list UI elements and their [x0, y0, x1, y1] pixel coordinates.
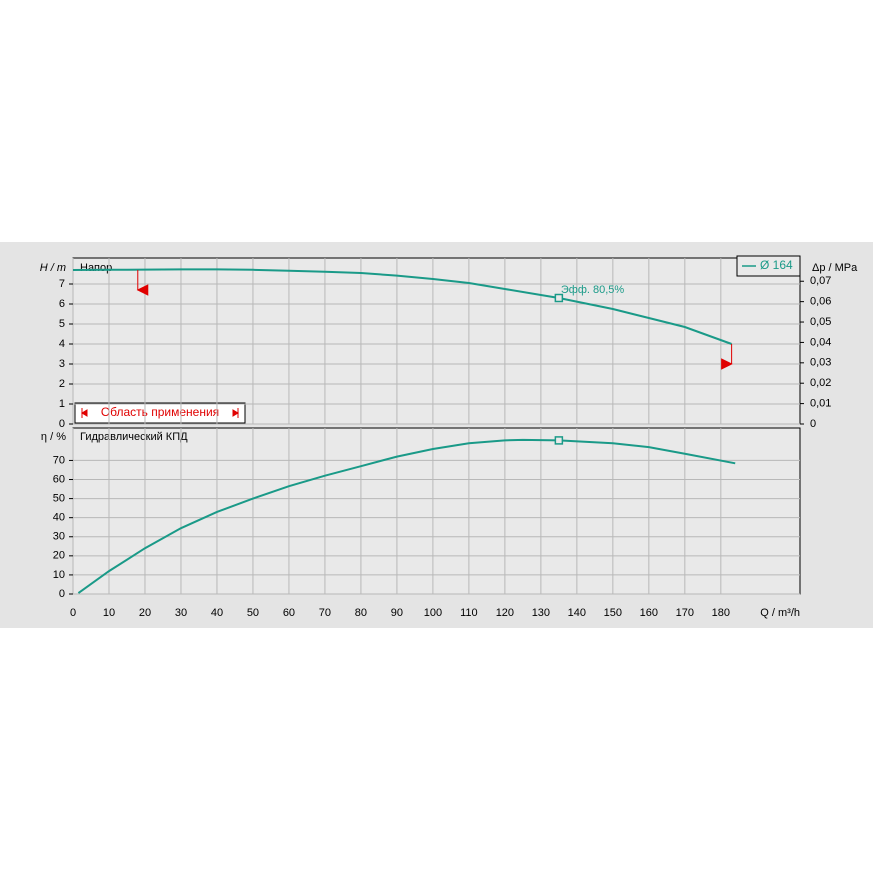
range-box [74, 402, 246, 424]
x-tick-label: 0 [70, 607, 76, 619]
lower-title: Гидравлический КПД [80, 431, 188, 443]
y-tick-label: 2 [59, 378, 65, 390]
operating-point [554, 293, 564, 303]
legend-label: Ø 164 [760, 258, 793, 272]
x-tick-label: 120 [496, 607, 514, 619]
curve [77, 438, 736, 594]
y-tick-label: 30 [53, 531, 65, 543]
y2-tick-label: 0,01 [810, 398, 831, 410]
upper-title: Напор [80, 262, 112, 274]
x-tick-label: 130 [532, 607, 550, 619]
lower-panel [72, 427, 801, 595]
upper-panel [72, 257, 801, 425]
y2-axis-label: Δp / MPa [812, 262, 858, 274]
x-tick-label: 40 [211, 607, 223, 619]
y-tick-label: 7 [59, 278, 65, 290]
x-tick-label: 180 [712, 607, 730, 619]
x-tick-label: 90 [391, 607, 403, 619]
y-tick-label: 10 [53, 569, 65, 581]
y-tick-label: 6 [59, 298, 65, 310]
operating-point-label: Эфф. 80,5% [561, 284, 625, 296]
range-limit [721, 344, 733, 370]
y-tick-label: 0 [59, 418, 65, 430]
y2-tick-label: 0 [810, 418, 816, 430]
range-label: Область применения [101, 405, 219, 419]
y-tick-label: 5 [59, 318, 65, 330]
x-tick-label: 60 [283, 607, 295, 619]
x-tick-label: 20 [139, 607, 151, 619]
range-limit [136, 270, 149, 296]
y-tick-label: 40 [53, 512, 65, 524]
y2-tick-label: 0,04 [810, 336, 831, 348]
y2-tick-label: 0,02 [810, 377, 831, 389]
y-tick-label: 50 [53, 493, 65, 505]
y-tick-label: 1 [59, 398, 65, 410]
y2-tick-label: 0,03 [810, 357, 831, 369]
x-tick-label: 30 [175, 607, 187, 619]
x-tick-label: 50 [247, 607, 259, 619]
y-axis-label: η / % [41, 431, 66, 443]
y-tick-label: 4 [59, 338, 65, 350]
y-tick-label: 20 [53, 550, 65, 562]
x-tick-label: 160 [640, 607, 658, 619]
x-tick-label: 100 [424, 607, 442, 619]
x-tick-label: 150 [604, 607, 622, 619]
y2-tick-label: 0,07 [810, 275, 831, 287]
y-tick-label: 0 [59, 588, 65, 600]
legend-box [736, 255, 801, 277]
x-tick-label: 140 [568, 607, 586, 619]
y-tick-label: 3 [59, 358, 65, 370]
x-tick-label: 80 [355, 607, 367, 619]
curve [72, 268, 732, 345]
x-axis-label: Q / m³/h [760, 607, 800, 619]
y-tick-label: 60 [53, 473, 65, 485]
y-tick-label: 70 [53, 454, 65, 466]
x-tick-label: 10 [103, 607, 115, 619]
y2-tick-label: 0,06 [810, 296, 831, 308]
x-tick-label: 110 [460, 607, 478, 619]
y2-tick-label: 0,05 [810, 316, 831, 328]
y-axis-label: H / m [40, 262, 66, 274]
x-tick-label: 70 [319, 607, 331, 619]
operating-point [554, 436, 564, 445]
x-tick-label: 170 [676, 607, 694, 619]
range-arrows [81, 408, 239, 418]
